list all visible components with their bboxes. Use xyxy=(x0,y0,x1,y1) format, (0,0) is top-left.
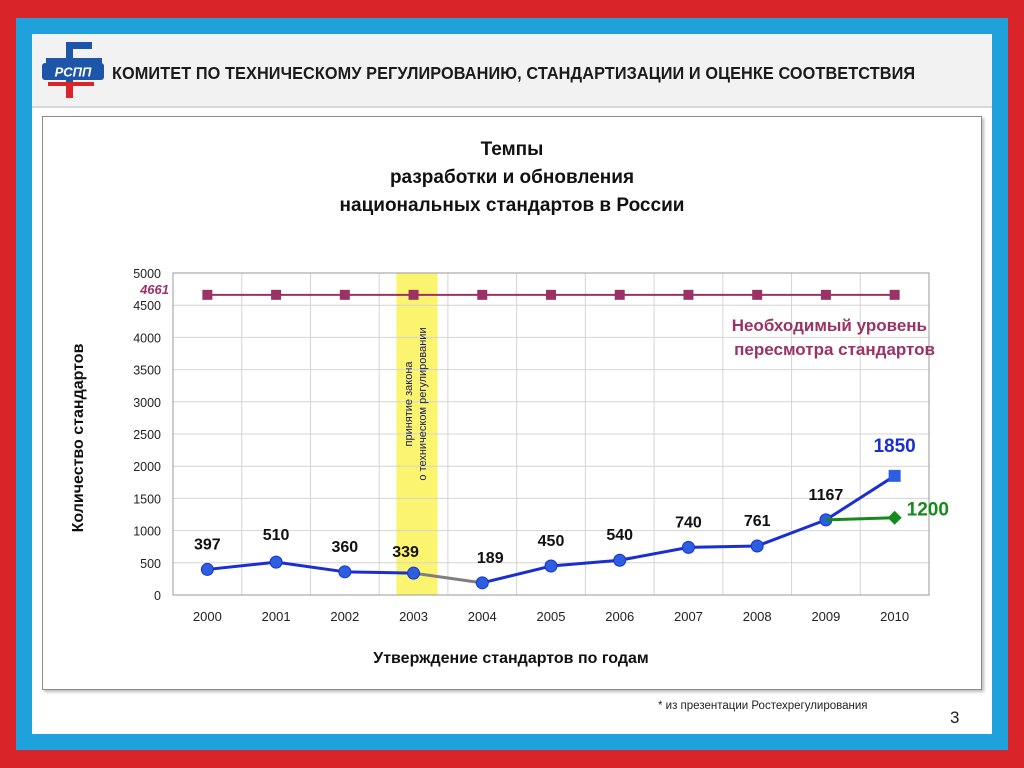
required-level-value-label: 4661 xyxy=(139,282,169,297)
y-tick-label: 2000 xyxy=(133,460,161,474)
main-series-value-label: 450 xyxy=(538,533,565,550)
required-level-marker xyxy=(683,289,694,300)
y-tick-label: 4500 xyxy=(133,299,161,313)
main-series-marker xyxy=(475,576,489,590)
required-level-caption-1: Необходимый уровень xyxy=(732,316,927,335)
y-axis-title: Количество стандартов xyxy=(70,343,87,532)
law-band-label-2: о техническом регулировании xyxy=(417,327,429,480)
green-series-value-label: 1200 xyxy=(907,500,949,521)
y-tick-label: 2500 xyxy=(133,428,161,442)
required-level-marker xyxy=(546,289,556,300)
x-tick-label: 2009 xyxy=(811,609,840,624)
slide: РСПП КОМИТЕТ ПО ТЕХНИЧЕСКОМУ РЕГУЛИРОВАН… xyxy=(32,34,992,734)
main-series-marker xyxy=(750,539,764,553)
plot-area xyxy=(172,272,930,596)
main-series-segment xyxy=(344,570,414,575)
y-tick-label: 0 xyxy=(154,589,161,603)
y-tick-label: 1000 xyxy=(133,525,161,539)
x-tick-label: 2005 xyxy=(537,609,566,624)
y-tick-label: 500 xyxy=(140,557,161,571)
x-axis-title: Утверждение стандартов по годам xyxy=(373,650,649,667)
rspp-logo: РСПП xyxy=(42,42,104,98)
required-level-marker xyxy=(408,289,419,300)
main-series-segment xyxy=(619,545,689,562)
main-series-marker xyxy=(544,559,558,573)
y-tick-label: 3500 xyxy=(133,364,161,378)
required-level-marker xyxy=(339,289,350,300)
line-chart: 0 500 1000 1500 2000 2500 3000 3500 4000 4500 5000… xyxy=(70,267,949,667)
main-series-segment xyxy=(756,518,827,548)
x-tick-label: 2007 xyxy=(674,609,703,624)
y-tick-label: 1500 xyxy=(133,492,161,506)
green-series-marker xyxy=(887,510,902,525)
slide-header: РСПП КОМИТЕТ ПО ТЕХНИЧЕСКОМУ РЕГУЛИРОВАН… xyxy=(32,34,992,108)
footnote-text: * из презентации Ростехрегулирования xyxy=(658,700,868,712)
main-series-value-label: 339 xyxy=(392,544,419,561)
x-tick-label: 2010 xyxy=(880,609,909,624)
required-level-marker xyxy=(889,289,900,300)
main-series-segment xyxy=(207,560,277,571)
source-footnote: * из презентации Ростехрегулирования xyxy=(658,700,868,712)
x-tick-label: 2000 xyxy=(193,609,222,624)
page-number: 3 xyxy=(950,708,960,727)
main-series-marker xyxy=(613,553,627,567)
main-series-segment xyxy=(275,560,346,574)
main-series-value-label: 1167 xyxy=(809,487,844,504)
main-series-marker xyxy=(681,540,695,554)
required-level-marker xyxy=(271,289,282,300)
committee-title: КОМИТЕТ ПО ТЕХНИЧЕСКОМУ РЕГУЛИРОВАНИЮ, С… xyxy=(112,63,916,83)
x-tick-label: 2008 xyxy=(743,609,772,624)
required-level-marker xyxy=(614,289,625,300)
main-series-segment xyxy=(825,474,896,522)
logo-text: РСПП xyxy=(55,65,92,80)
required-level-marker xyxy=(820,289,831,300)
main-series-marker xyxy=(407,566,421,580)
main-series-marker xyxy=(200,562,214,576)
y-tick-label: 3000 xyxy=(133,396,161,410)
chart-panel: Темпы разработки и обновления национальн… xyxy=(42,116,982,690)
main-series-value-label: 740 xyxy=(675,514,702,531)
x-tick-label: 2004 xyxy=(468,609,497,624)
green-series-line xyxy=(825,516,895,522)
chart-title-line-2: разработки и обновления xyxy=(389,167,635,188)
x-tick-label: 2003 xyxy=(399,609,428,624)
main-series-marker xyxy=(888,469,901,482)
main-series-segment xyxy=(688,544,758,549)
main-series-marker xyxy=(338,565,352,579)
chart-title-line-3: национальных стандартов в России xyxy=(339,195,685,216)
required-level-marker xyxy=(477,289,488,300)
required-level-marker xyxy=(202,289,213,300)
y-tick-label: 5000 xyxy=(133,267,161,281)
main-series-segment xyxy=(550,558,620,568)
main-series-segment xyxy=(413,571,483,585)
main-series-value-label: 540 xyxy=(606,527,633,544)
y-tick-label: 4000 xyxy=(133,331,161,345)
main-series-marker xyxy=(269,555,283,569)
required-level-caption-2: пересмотра стандартов xyxy=(734,340,935,359)
main-series-value-label: 1850 xyxy=(873,436,915,457)
main-series-value-label: 397 xyxy=(194,536,221,553)
x-tick-label: 2001 xyxy=(262,609,291,624)
law-band-label-1: принятие закона xyxy=(403,361,415,447)
x-tick-label: 2002 xyxy=(330,609,359,624)
main-series-value-label: 761 xyxy=(744,513,771,530)
main-series-value-label: 510 xyxy=(263,527,290,544)
x-tick-label: 2006 xyxy=(605,609,634,624)
required-level-marker xyxy=(752,289,763,300)
main-series-value-label: 360 xyxy=(331,539,358,556)
main-series-segment xyxy=(481,564,552,585)
chart-title-line-1: Темпы xyxy=(480,139,544,160)
main-series-value-label: 189 xyxy=(477,550,504,567)
